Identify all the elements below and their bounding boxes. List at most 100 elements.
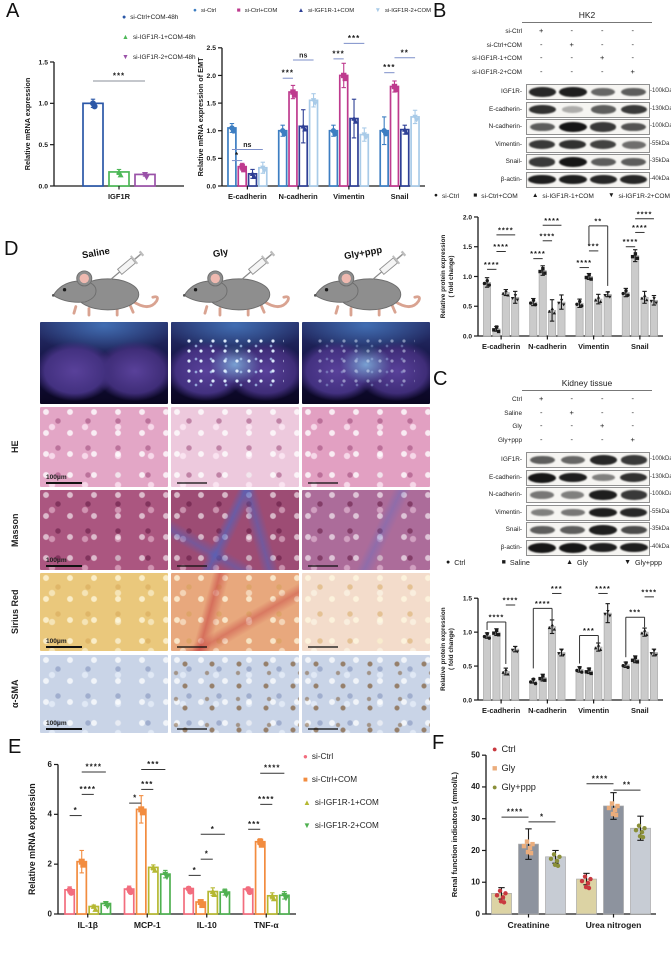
mouse-illustration-saline — [42, 250, 166, 321]
svg-text:Snail: Snail — [631, 342, 649, 351]
svg-text:TNF-α: TNF-α — [254, 920, 280, 930]
legend-item: ▲ si-IGF1R-1+COM-48h — [122, 34, 196, 41]
svg-text:2: 2 — [48, 859, 53, 868]
svg-text:2.0: 2.0 — [463, 214, 472, 221]
blot-band-row — [526, 171, 650, 188]
triangle-marker-icon: ▲ — [297, 7, 305, 14]
western-blot-hk2: HK2 si-Ctrl + - - - si-Ctrl+COM - + - - si-IGF1R-1+… — [436, 10, 671, 192]
legend-item: ▲ si-IGF1R-1+COM — [297, 7, 355, 15]
kidney-photo-gly — [171, 322, 299, 404]
blot-condition-label: Saline — [504, 409, 522, 417]
triangle-down-marker-icon: ▼ — [608, 192, 615, 200]
legend-item: ● si-Ctrl — [303, 751, 334, 761]
svg-text:****: **** — [507, 808, 523, 817]
legend-item: ● Ctrl — [492, 743, 516, 754]
svg-text:***: *** — [588, 241, 600, 250]
sirius-red-image-gly-ppp — [302, 573, 430, 651]
masson-image-saline: 100μm — [40, 490, 168, 570]
blot-band-row — [526, 469, 650, 486]
sirius-red-image-saline: 100μm — [40, 573, 168, 651]
chart-renal-function: 0 10 20 30 40 50 Renal function indicators (mm… — [444, 742, 664, 944]
svg-text:****: **** — [86, 762, 102, 771]
legend-item: ■ Saline — [501, 558, 530, 567]
stain-row-label: α-SMA — [10, 679, 20, 709]
blot-band-label: E-cadherin- — [488, 473, 522, 481]
triangle-marker-icon: ▲ — [566, 559, 574, 566]
panel-c-label: C — [433, 368, 448, 390]
blot-band-row — [526, 136, 650, 153]
svg-text:**: ** — [623, 781, 631, 790]
svg-text:2.0: 2.0 — [207, 73, 217, 80]
svg-text:****: **** — [530, 249, 546, 258]
triangle-down-marker-icon: ▼ — [303, 820, 311, 830]
svg-text:Renal function indicators (mmo: Renal function indicators (mmol/L) — [450, 771, 459, 897]
svg-text:1.5: 1.5 — [39, 59, 49, 66]
blot-condition-label: Ctrl — [512, 396, 522, 403]
mouse-group-label: Gly — [212, 246, 230, 261]
mouse-tail — [130, 295, 159, 309]
blot-band-label: Vimentin- — [495, 508, 522, 516]
svg-text:*: * — [235, 151, 239, 160]
scale-label: 100μm — [46, 473, 67, 481]
circle-marker-icon: ● — [303, 751, 308, 761]
mouse-illustration-gly-ppp — [304, 250, 428, 321]
legend-item: ▼ si-IGF1R-2+COM — [608, 192, 670, 200]
triangle-marker-icon: ▲ — [122, 34, 129, 41]
svg-text:0: 0 — [48, 909, 53, 918]
svg-text:4: 4 — [48, 810, 53, 819]
panel-b-label: B — [433, 0, 447, 22]
svg-text:N-cadherin: N-cadherin — [279, 192, 319, 201]
svg-text:Relative mRNA expression: Relative mRNA expression — [23, 78, 32, 171]
stain-row-label: Sirius Red — [10, 589, 20, 635]
western-blot-kidney: Kidney tissue Ctrl + - - - Saline - + - - Gly - - + - Gl… — [436, 378, 671, 560]
legend-item: ▼ si-IGF1R-2+COM — [303, 820, 379, 830]
masson-image-gly-ppp — [302, 490, 430, 570]
blot-band-row — [526, 452, 650, 468]
triangle-marker-icon: ▲ — [531, 192, 539, 200]
masson-image-gly — [171, 490, 299, 570]
legend-item: ▼ Gly+ppp — [624, 558, 662, 567]
blot-band-row — [526, 504, 650, 521]
legend-item: ● si-Ctrl+COM-48h — [122, 14, 179, 21]
blot-band-row — [526, 101, 650, 118]
triangle-marker-icon: ▲ — [303, 797, 311, 807]
mouse-tail — [261, 295, 290, 309]
blot-title: HK2 — [578, 10, 596, 20]
svg-text:IL-10: IL-10 — [197, 920, 217, 930]
blot-band-row — [526, 522, 650, 538]
legend-item: ▼ si-IGF1R-2+COM — [374, 7, 431, 15]
legend-igf1r-mrna: ● si-Ctrl+COM-48h ▲ si-IGF1R-1+COM-48h ▼ si-I… — [122, 14, 196, 61]
svg-text:E-cadherin: E-cadherin — [482, 342, 521, 351]
svg-text:0.5: 0.5 — [207, 156, 217, 163]
he-image-gly-ppp — [302, 407, 430, 487]
triangle-down-marker-icon: ▼ — [122, 54, 129, 61]
svg-text:0.5: 0.5 — [463, 663, 472, 670]
legend-item: ● Ctrl — [446, 558, 466, 567]
blot-band-label: β-actin- — [500, 175, 522, 183]
svg-text:****: **** — [503, 596, 519, 605]
circle-marker-icon: ● — [492, 743, 498, 754]
legend-hk2-protein: ● si-Ctrl ■ si-Ctrl+COM ▲ si-IGF1R-1+COM ▼ si-I… — [434, 193, 670, 200]
svg-text:Snail: Snail — [631, 706, 649, 715]
legend-item: ■ si-Ctrl+COM — [303, 774, 358, 784]
square-marker-icon: ■ — [492, 762, 498, 773]
circle-marker-icon: ● — [434, 192, 438, 200]
kidney-photo-gly-ppp — [302, 322, 430, 404]
svg-text:****: **** — [576, 258, 592, 267]
svg-text:****: **** — [544, 216, 560, 225]
blot-condition-label: si-Ctrl — [505, 28, 522, 35]
svg-text:1.5: 1.5 — [463, 596, 472, 603]
svg-text:0.5: 0.5 — [463, 304, 472, 311]
svg-text:N-cadherin: N-cadherin — [528, 342, 567, 351]
mouse-tail — [392, 295, 421, 309]
circle-marker-icon: ● — [193, 7, 197, 14]
blot-band-label: β-actin- — [500, 543, 522, 551]
svg-text:1.0: 1.0 — [463, 629, 472, 636]
svg-text:****: **** — [595, 584, 611, 593]
blot-band-label: Snail- — [505, 526, 522, 533]
svg-text:E-cadherin: E-cadherin — [482, 706, 521, 715]
svg-text:Snail: Snail — [391, 192, 409, 201]
svg-text:**: ** — [594, 216, 602, 225]
stain-row-label: Masson — [10, 513, 20, 547]
svg-text:Vimentin: Vimentin — [578, 706, 610, 715]
